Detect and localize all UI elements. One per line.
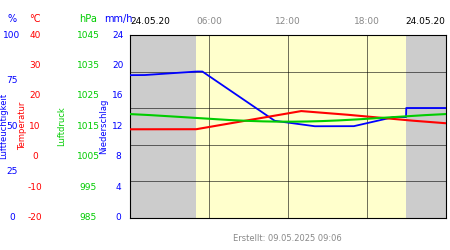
Text: -10: -10 bbox=[27, 182, 42, 192]
Text: 40: 40 bbox=[29, 30, 40, 40]
Text: Luftdruck: Luftdruck bbox=[58, 106, 67, 146]
Text: 1025: 1025 bbox=[76, 91, 99, 100]
Text: 10: 10 bbox=[29, 122, 41, 131]
Text: 20: 20 bbox=[29, 91, 40, 100]
Text: hPa: hPa bbox=[79, 14, 97, 24]
Text: °C: °C bbox=[29, 14, 41, 24]
Text: 985: 985 bbox=[79, 213, 97, 222]
Text: mm/h: mm/h bbox=[104, 14, 132, 24]
Text: 0: 0 bbox=[9, 213, 15, 222]
Text: 30: 30 bbox=[29, 61, 41, 70]
Text: 16: 16 bbox=[112, 91, 124, 100]
Bar bbox=[406, 35, 446, 218]
Bar bbox=[196, 35, 406, 218]
Text: 24.05.20: 24.05.20 bbox=[405, 17, 446, 26]
Text: 12: 12 bbox=[112, 122, 124, 131]
Text: 25: 25 bbox=[6, 168, 18, 176]
Text: 12:00: 12:00 bbox=[275, 17, 301, 26]
Text: 1015: 1015 bbox=[76, 122, 99, 131]
Text: 100: 100 bbox=[4, 30, 21, 40]
Text: 1035: 1035 bbox=[76, 61, 99, 70]
Text: 50: 50 bbox=[6, 122, 18, 131]
Text: Niederschlag: Niederschlag bbox=[99, 98, 108, 154]
Text: -20: -20 bbox=[28, 213, 42, 222]
Text: Temperatur: Temperatur bbox=[18, 102, 27, 150]
Bar bbox=[130, 35, 196, 218]
Text: 8: 8 bbox=[115, 152, 121, 161]
Text: 06:00: 06:00 bbox=[196, 17, 222, 26]
Text: 18:00: 18:00 bbox=[354, 17, 380, 26]
Text: 24.05.20: 24.05.20 bbox=[130, 17, 170, 26]
Text: 4: 4 bbox=[115, 182, 121, 192]
Text: 1005: 1005 bbox=[76, 152, 99, 161]
Text: 75: 75 bbox=[6, 76, 18, 85]
Text: 1045: 1045 bbox=[76, 30, 99, 40]
Text: 0: 0 bbox=[115, 213, 121, 222]
Text: %: % bbox=[8, 14, 17, 24]
Text: Erstellt: 09.05.2025 09:06: Erstellt: 09.05.2025 09:06 bbox=[234, 234, 342, 243]
Text: 20: 20 bbox=[112, 61, 124, 70]
Text: Luftfeuchtigkeit: Luftfeuchtigkeit bbox=[0, 93, 9, 159]
Text: 0: 0 bbox=[32, 152, 38, 161]
Text: 995: 995 bbox=[79, 182, 97, 192]
Text: 24: 24 bbox=[112, 30, 124, 40]
